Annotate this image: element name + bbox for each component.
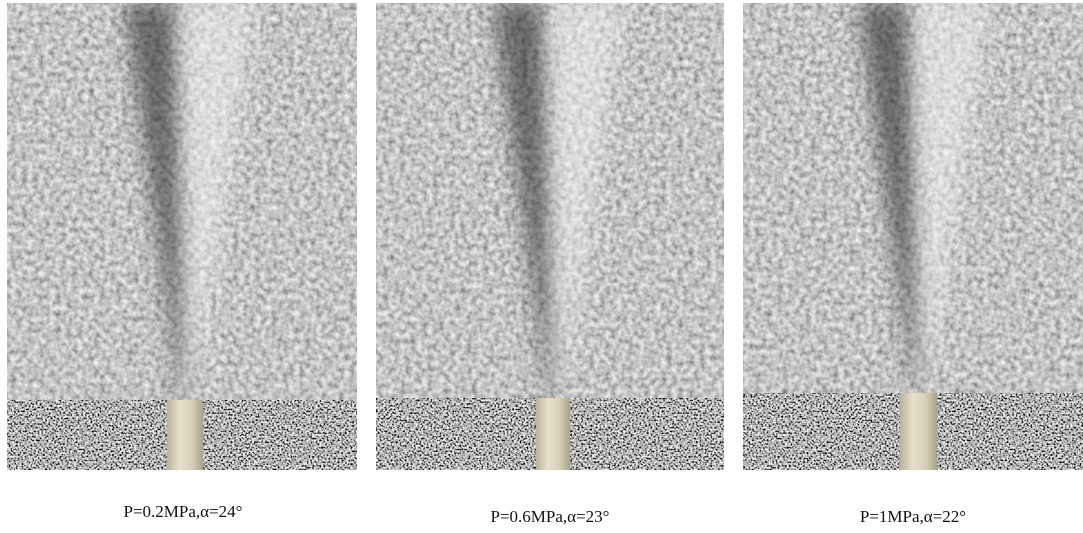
caption: P=1MPa,α=22° bbox=[860, 507, 966, 526]
spray-shadow bbox=[125, 3, 187, 400]
spray-light bbox=[548, 3, 623, 398]
nozzle bbox=[900, 393, 937, 470]
nozzle bbox=[167, 400, 203, 470]
nozzle bbox=[536, 398, 570, 470]
spray-shadow bbox=[493, 3, 555, 398]
caption: P=0.2MPa,α=24° bbox=[124, 502, 243, 521]
spray-shadow bbox=[858, 3, 921, 393]
spray-light bbox=[180, 3, 255, 400]
image-panel bbox=[7, 3, 357, 470]
spray-light bbox=[913, 3, 989, 393]
image-panel bbox=[376, 3, 724, 470]
image-panel bbox=[743, 3, 1083, 470]
panels bbox=[7, 3, 1083, 470]
caption: P=0.6MPa,α=23° bbox=[491, 507, 610, 526]
